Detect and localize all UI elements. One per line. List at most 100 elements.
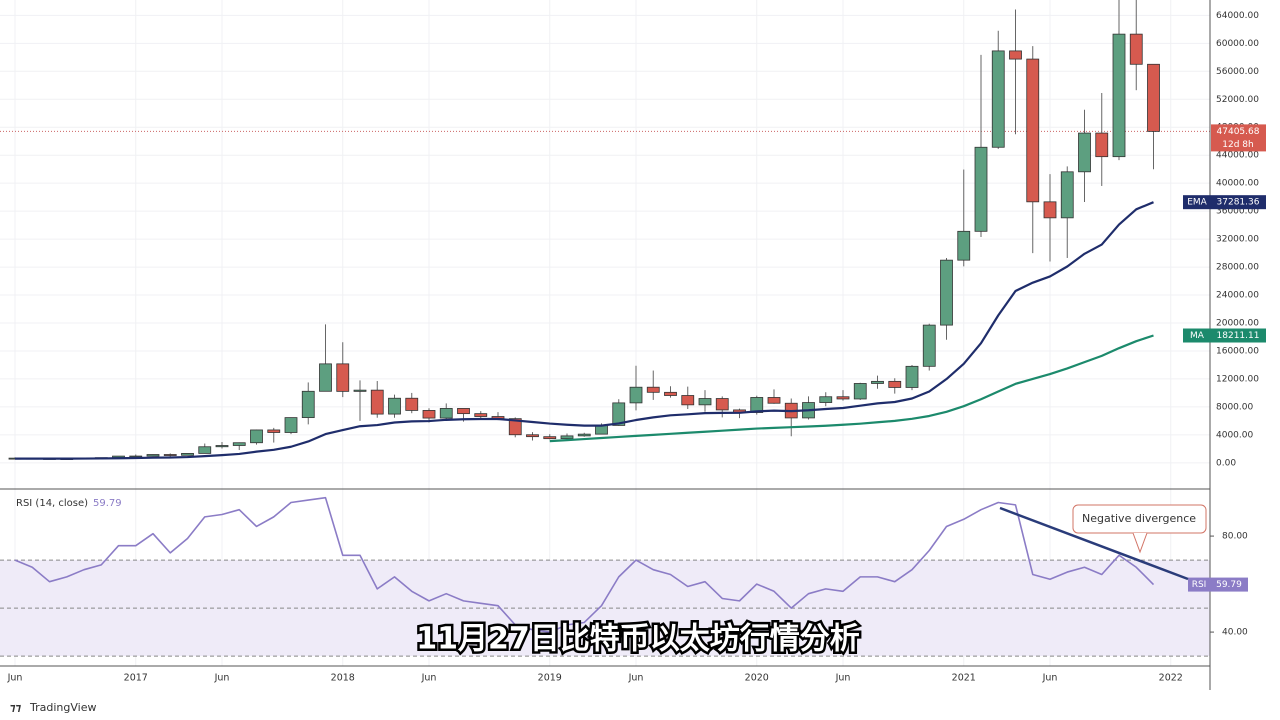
- rsi-tick-label: 80.00: [1222, 532, 1248, 542]
- legend-name: RSI: [1192, 580, 1207, 590]
- y-tick-label: 32000.00: [1216, 235, 1259, 245]
- candle-body: [940, 259, 953, 326]
- candle-body: [905, 365, 919, 388]
- candle-body: [388, 397, 401, 415]
- candle-body: [715, 398, 729, 411]
- candle-body: [819, 396, 833, 403]
- candle-body: [146, 454, 160, 457]
- candle-body: [1095, 132, 1109, 158]
- candle-body: [1147, 63, 1160, 132]
- value-tag: [1211, 577, 1248, 592]
- candle-body: [198, 446, 212, 454]
- brand-name: TradingView: [29, 701, 96, 714]
- price-tag: [1211, 124, 1266, 152]
- y-tick-label: 8000.00: [1216, 402, 1253, 412]
- y-tick-label: 60000.00: [1216, 39, 1259, 49]
- candle-body: [853, 383, 867, 400]
- annotation-pointer: [1132, 532, 1148, 554]
- candle-body: [474, 413, 488, 417]
- rsi-title: RSI (14, close): [16, 498, 88, 509]
- x-tick-label: 2019: [538, 673, 562, 684]
- value-tag: [1211, 328, 1266, 343]
- ma-line: [14, 201, 1154, 460]
- y-tick-label: 36000.00: [1216, 207, 1259, 217]
- candle-body: [922, 324, 936, 367]
- candle-body: [957, 230, 971, 261]
- candle-body: [560, 435, 574, 440]
- candle-body: [836, 396, 850, 400]
- candle-body: [1060, 171, 1074, 219]
- value-label: 37281.36: [1217, 198, 1260, 208]
- y-tick-label: 56000.00: [1216, 67, 1259, 77]
- y-tick-label: 40000.00: [1216, 179, 1259, 189]
- candle-body: [422, 410, 436, 419]
- price-label: 47405.68: [1217, 127, 1260, 137]
- annotation: Negative divergence: [999, 504, 1207, 581]
- candle-body: [353, 389, 367, 392]
- grid: [0, 0, 1210, 666]
- plot: [0, 0, 1210, 657]
- subtitle: 11月27日比特币以太坊行情分析: [416, 622, 860, 657]
- rsi-header-value: 59.79: [93, 498, 122, 509]
- x-tick-label: Jun: [7, 673, 23, 684]
- candle-body: [767, 397, 781, 404]
- brand: ⁊⁊ TradingView: [10, 701, 96, 714]
- candle-body: [215, 445, 229, 448]
- candle-body: [405, 397, 419, 411]
- legend-tag: [1188, 577, 1211, 592]
- x-tick-label: Jun: [1042, 673, 1058, 684]
- y-tick-label: 20000.00: [1216, 319, 1259, 329]
- x-tick-label: 2021: [952, 673, 976, 684]
- rsi-tick-label: 40.00: [1222, 628, 1248, 638]
- y-tick-label: 64000.00: [1216, 11, 1259, 21]
- x-tick-label: 2022: [1159, 673, 1183, 684]
- annotation-text: Negative divergence: [1082, 512, 1196, 525]
- candle-body: [370, 389, 384, 415]
- candle-body: [888, 380, 902, 388]
- x-tick-label: 2018: [331, 673, 355, 684]
- candle-body: [974, 146, 988, 232]
- candle-body: [577, 433, 591, 437]
- candle-body: [750, 397, 764, 413]
- ma-line: [549, 334, 1154, 443]
- x-tick-label: Jun: [835, 673, 851, 684]
- candle-body: [284, 417, 298, 433]
- candle-body: [336, 363, 350, 392]
- value-tag: [1211, 195, 1266, 210]
- candle-body: [1078, 132, 1091, 173]
- value-label: 59.79: [1216, 580, 1242, 590]
- candle-body: [681, 395, 695, 406]
- legend-name: MA: [1190, 331, 1205, 341]
- candle-body: [181, 453, 194, 456]
- y-tick-label: 24000.00: [1216, 291, 1259, 301]
- candle-body: [232, 442, 246, 446]
- y-tick-label: 4000.00: [1216, 430, 1253, 440]
- candle-body: [629, 386, 643, 404]
- candle-body: [267, 429, 281, 433]
- value-label: 18211.11: [1217, 331, 1260, 341]
- y-tick-label: 16000.00: [1216, 346, 1259, 356]
- candle-body: [1129, 33, 1143, 65]
- candle-body: [543, 436, 557, 440]
- candle-body: [319, 363, 332, 392]
- x-tick-label: Jun: [421, 673, 437, 684]
- legend-tag: [1183, 195, 1211, 210]
- rsi-line: [14, 496, 1155, 633]
- candle-body: [457, 408, 470, 415]
- candle-body: [439, 408, 453, 419]
- candle-body: [250, 429, 263, 444]
- candle-body: [664, 391, 677, 396]
- candle-body: [526, 434, 539, 438]
- legend-tag: [1183, 328, 1211, 343]
- brand-logo: ⁊⁊: [10, 701, 22, 714]
- x-tick-label: 2017: [124, 673, 148, 684]
- candle-body: [646, 386, 660, 393]
- candle-body: [1043, 201, 1057, 219]
- candle-body: [508, 418, 522, 436]
- x-tick-label: Jun: [628, 673, 644, 684]
- x-tick-label: 2020: [745, 673, 769, 684]
- candle-body: [1112, 33, 1126, 158]
- candle-body: [991, 50, 1005, 148]
- divergence-line: [999, 506, 1189, 581]
